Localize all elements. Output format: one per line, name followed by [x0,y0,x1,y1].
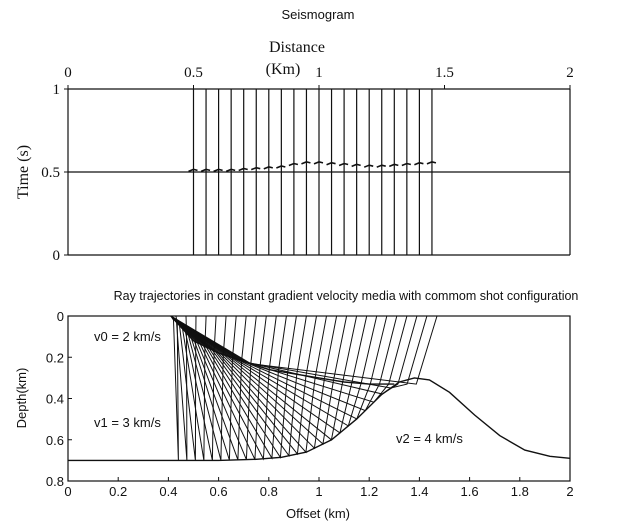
ray-path [170,315,418,395]
raytrace-rays [170,315,438,461]
raytrace-x-tick-label: 2 [566,484,573,499]
raytrace-x-tick-label: 0.2 [109,484,127,499]
velocity-label-v2: v2 = 4 km/s [396,431,463,446]
raytrace-ylabel: Depth(km) [14,368,29,429]
arrival-wavelet [351,163,361,168]
raytrace-x-tick-label: 0.8 [260,484,278,499]
ray-path [170,315,277,461]
seismogram-x-tick-label: 1 [315,65,323,81]
seismogram-xlabel-line1: Distance [269,39,325,56]
ray-path [170,315,327,454]
raytrace-y-tick-label: 0.4 [46,392,64,407]
seismogram-x-tick-label: 0 [64,65,72,81]
arrival-wavelet [301,161,311,165]
raytrace-xlabel: Offset (km) [286,506,350,521]
seismogram-traces [192,89,433,255]
raytrace-x-tick-label: 1 [315,484,322,499]
arrival-wavelet [288,162,299,167]
seismogram-y-tick-label: 1 [53,82,61,98]
arrival-wavelet [414,161,424,166]
raytrace-y-tick-label: 0.2 [46,350,64,365]
seismogram-xlabel-line2: (Km) [266,61,301,78]
raytrace-y-tick-label: 0.8 [46,474,64,489]
ray-path [170,315,358,441]
ray-path [170,315,408,403]
raytrace-x-tick-label: 1.6 [461,484,479,499]
seismogram-x-ticks: 0 0.5 1 1.5 2 [64,65,574,89]
ray-path [170,315,348,445]
velocity-label-v1: v1 = 3 km/s [94,415,161,430]
seismogram-y-tick-label: 0 [53,248,61,264]
ray-path [170,315,257,460]
ray-path [170,315,438,385]
ray-path [170,315,338,450]
raytrace-x-tick-label: 1.8 [511,484,529,499]
velocity-label-v0: v0 = 2 km/s [94,329,161,344]
arrival-wavelet [338,162,349,167]
seismogram-ylabel: Time (s) [15,145,32,199]
arrival-wavelet [250,166,261,171]
arrival-wavelet [238,167,248,172]
raytrace-x-tick-label: 1.2 [360,484,378,499]
arrival-wavelet [188,168,198,173]
ray-path [170,315,388,420]
arrival-wavelet [426,161,437,165]
raytrace-x-tick-label: 1.4 [410,484,428,499]
seismogram-x-tick-label: 2 [566,65,574,81]
arrival-wavelet [313,161,324,165]
ray-path [170,315,378,427]
arrival-wavelet [401,162,412,167]
seismogram-title: Seismogram [282,7,355,22]
raytrace-x-tick-label: 0.4 [159,484,177,499]
seismogram-y-ticks: 00.51 [41,82,68,264]
arrival-wavelet [213,168,223,173]
seismogram-x-tick-label: 0.5 [184,65,203,81]
raytrace-x-tick-label: 0 [64,484,71,499]
arrival-wavelet [276,165,286,169]
arrival-wavelet [376,164,386,168]
arrival-wavelet [200,168,211,173]
raytrace-title: Ray trajectories in constant gradient ve… [114,289,579,303]
arrival-wavelet [326,161,336,166]
ray-path [170,315,188,461]
seismogram-x-tick-label: 1.5 [435,65,454,81]
raytrace-x-tick-label: 0.6 [210,484,228,499]
ray-path [170,315,307,458]
ray-path [170,315,287,460]
raytrace-y-tick-label: 0.6 [46,433,64,448]
ray-path [170,315,368,434]
arrival-wavelet [263,166,273,170]
seismogram-y-tick-label: 0.5 [41,165,60,181]
ray-path [170,315,267,460]
raytrace-y-ticks: 0 0.2 0.4 0.6 0.8 [46,309,72,489]
arrival-wavelet [225,168,236,173]
ray-path [170,315,247,460]
seismogram-arrivals [188,161,437,173]
arrival-wavelet [389,163,399,168]
arrival-wavelet [363,164,374,168]
raytrace-x-ticks: 0 0.2 0.4 0.6 0.8 1 1.2 1.4 1.6 1.8 2 [64,477,574,499]
raytrace-y-tick-label: 0 [57,309,64,324]
